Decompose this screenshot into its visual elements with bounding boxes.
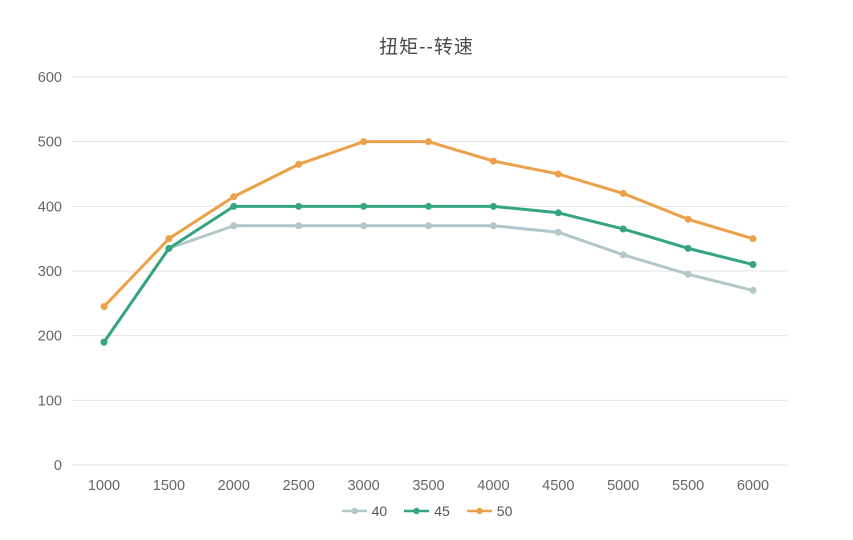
data-point-40-2000 xyxy=(230,222,238,230)
data-point-50-5000 xyxy=(619,189,627,197)
data-point-40-3000 xyxy=(360,222,368,230)
y-tick-label: 600 xyxy=(38,70,62,86)
series-50 xyxy=(100,138,757,311)
y-tick-label: 0 xyxy=(54,458,62,474)
x-tick-label: 3000 xyxy=(347,478,379,494)
x-tick-label: 5000 xyxy=(607,478,639,494)
data-point-40-3500 xyxy=(425,222,432,230)
x-tick-label: 2500 xyxy=(283,478,315,494)
x-tick-label: 5500 xyxy=(672,478,704,494)
legend-item-45[interactable]: 45 xyxy=(403,503,450,519)
data-point-50-1000 xyxy=(100,303,108,311)
data-point-40-4000 xyxy=(489,222,497,230)
x-tick-label: 4500 xyxy=(542,478,574,494)
chart-title: 扭矩--转速 xyxy=(379,37,474,58)
legend-item-40[interactable]: 40 xyxy=(341,503,388,519)
y-tick-label: 400 xyxy=(38,199,62,215)
legend: 40 45 50 xyxy=(0,503,853,519)
data-point-45-4000 xyxy=(489,202,497,210)
data-point-50-3500 xyxy=(425,138,432,146)
data-point-45-5000 xyxy=(619,225,627,233)
data-point-45-5500 xyxy=(684,244,692,252)
legend-marker xyxy=(413,507,420,515)
x-tick-label: 1500 xyxy=(153,478,185,494)
legend-label: 50 xyxy=(496,503,513,519)
data-point-45-6000 xyxy=(749,261,757,269)
y-axis-labels: 0 100 200 300 400 500 600 xyxy=(38,70,62,474)
data-point-50-4000 xyxy=(489,157,497,165)
data-point-40-5000 xyxy=(619,251,627,259)
y-tick-label: 200 xyxy=(38,329,62,345)
data-point-50-6000 xyxy=(749,235,757,243)
x-tick-label: 6000 xyxy=(737,478,769,494)
data-point-50-1500 xyxy=(165,235,173,243)
x-tick-label: 3500 xyxy=(412,478,444,494)
x-tick-label: 4000 xyxy=(477,478,509,494)
data-point-50-4500 xyxy=(554,170,562,178)
x-axis-labels: 1000 1500 2000 2500 3000 3500 4000 4500 5000 5500… xyxy=(88,478,769,494)
data-point-50-2000 xyxy=(230,193,238,201)
data-point-45-1500 xyxy=(165,244,173,252)
x-tick-label: 2000 xyxy=(218,478,250,494)
data-point-45-4500 xyxy=(554,209,562,217)
y-tick-label: 300 xyxy=(38,264,62,280)
legend-line-marker-icon xyxy=(466,507,492,515)
legend-marker xyxy=(350,507,358,515)
y-tick-label: 500 xyxy=(38,135,62,151)
data-point-40-5500 xyxy=(684,270,692,278)
data-point-45-1000 xyxy=(100,338,108,346)
y-tick-label: 100 xyxy=(38,393,62,409)
legend-marker xyxy=(476,507,483,515)
data-point-45-3500 xyxy=(425,202,432,210)
legend-item-50[interactable]: 50 xyxy=(466,503,513,519)
series-line-40 xyxy=(102,224,755,344)
data-point-40-6000 xyxy=(749,286,757,294)
series-45 xyxy=(100,202,757,346)
legend-line-marker-icon xyxy=(341,507,367,515)
legend-line-marker-icon xyxy=(404,507,430,515)
data-point-50-3000 xyxy=(360,138,368,146)
data-point-50-2500 xyxy=(295,160,303,168)
data-point-45-3000 xyxy=(360,202,368,210)
legend-label: 40 xyxy=(371,503,388,519)
data-point-40-4500 xyxy=(554,228,562,236)
data-point-45-2500 xyxy=(295,202,303,210)
x-tick-label: 1000 xyxy=(88,478,120,494)
data-point-40-2500 xyxy=(295,222,303,230)
data-point-50-5500 xyxy=(684,215,692,223)
legend-label: 45 xyxy=(434,503,450,519)
data-point-45-2000 xyxy=(230,202,238,210)
